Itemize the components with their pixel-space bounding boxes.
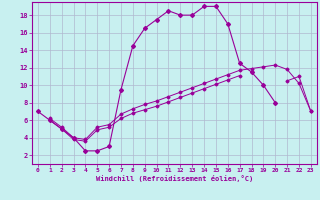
X-axis label: Windchill (Refroidissement éolien,°C): Windchill (Refroidissement éolien,°C) (96, 175, 253, 182)
